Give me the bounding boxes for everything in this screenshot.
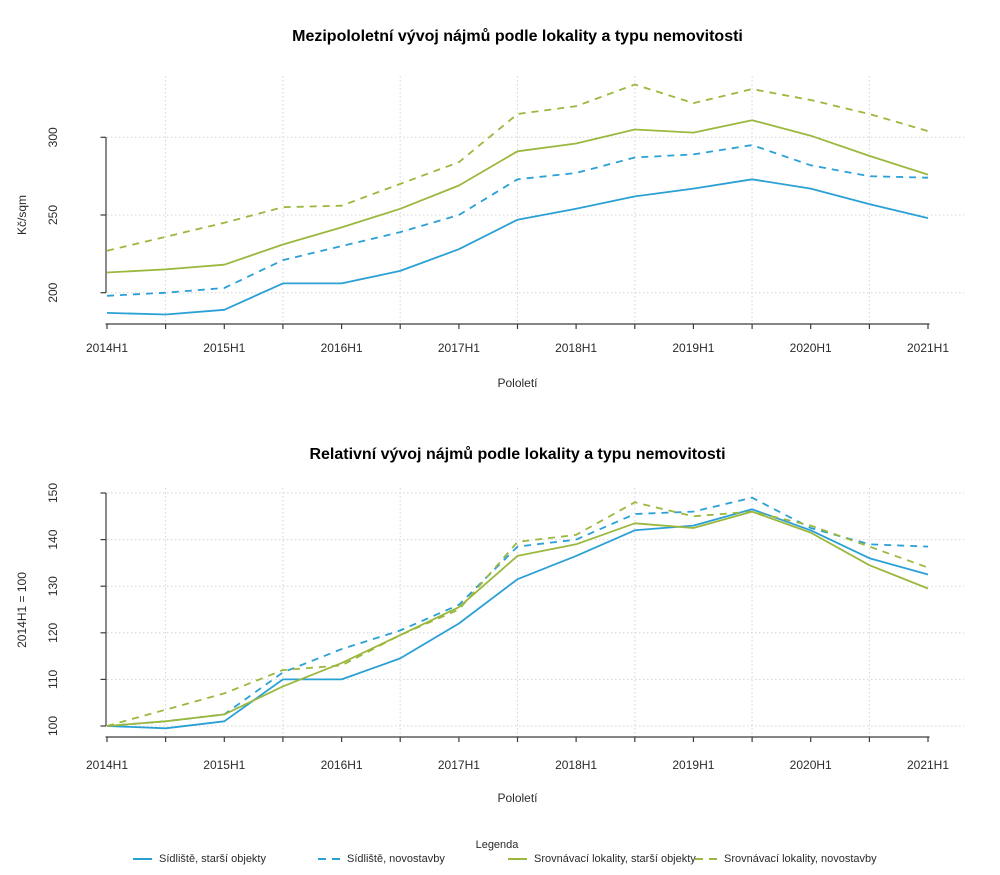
top-chart-x-axis-label: Pololetí [497,376,538,390]
x-tick-label: 2017H1 [438,341,480,355]
series-line-rel-1 [106,496,929,727]
series-line-rel-2 [106,510,929,727]
series-line-abs-2 [106,119,929,274]
legend-title: Legenda [475,839,519,851]
legend-item-label: Sídliště, starší objekty [159,853,266,865]
legend-item-label: Srovnávací lokality, novostavby [724,853,877,865]
x-tick-label: 2020H1 [790,341,832,355]
legend-item-label: Sídliště, novostavby [347,853,445,865]
y-tick-label: 140 [46,529,60,549]
legend-item-sidliste-novostavby: Sídliště, novostavby [318,853,445,865]
x-tick-label: 2019H1 [672,758,714,772]
x-tick-label: 2018H1 [555,341,597,355]
y-tick-label: 110 [46,670,60,689]
x-tick-label: 2018H1 [555,758,597,772]
bottom-chart-title: Relativní vývoj nájmů podle lokality a t… [309,446,726,463]
top-chart-y-axis-label: Kč/sqm [15,194,29,236]
legend-line-sample-green-dashed [695,858,717,860]
x-tick-label: 2016H1 [321,758,363,772]
legend-item-label: Srovnávací lokality, starší objekty [534,853,696,865]
x-tick-label: 2014H1 [86,758,128,772]
y-tick-label: 130 [46,576,60,596]
x-tick-label: 2020H1 [790,758,832,772]
y-tick-label: 100 [46,716,60,736]
x-tick-label: 2021H1 [907,758,949,772]
y-tick-label: 120 [46,622,60,642]
x-tick-label: 2021H1 [907,341,949,355]
series-line-rel-0 [106,508,929,730]
x-tick-label: 2014H1 [86,341,128,355]
bottom-chart-x-axis-label: Pololetí [497,791,538,805]
legend-item-srovnavaci-starsi: Srovnávací lokality, starší objekty [508,853,696,865]
x-tick-label: 2019H1 [672,341,714,355]
legend-line-sample-blue-solid [133,858,152,860]
y-tick-label: 150 [46,483,60,503]
legend-item-srovnavaci-novostavby: Srovnávací lokality, novostavby [695,853,877,865]
y-tick-label: 200 [46,282,60,302]
x-tick-label: 2015H1 [203,341,245,355]
y-tick-label: 300 [46,127,60,147]
x-tick-label: 2015H1 [203,758,245,772]
legend-item-sidliste-starsi: Sídliště, starší objekty [133,853,266,865]
x-tick-label: 2016H1 [321,341,363,355]
bottom-chart-y-axis-label: 2014H1 = 100 [15,572,29,648]
y-tick-label: 250 [46,205,60,225]
legend-line-sample-blue-dashed [318,858,340,860]
top-chart-title: Mezipololetní vývoj nájmů podle lokality… [292,28,743,45]
x-tick-label: 2017H1 [438,758,480,772]
series-line-abs-0 [106,178,929,316]
legend-line-sample-green-solid [508,858,527,860]
series-line-abs-1 [106,144,929,297]
